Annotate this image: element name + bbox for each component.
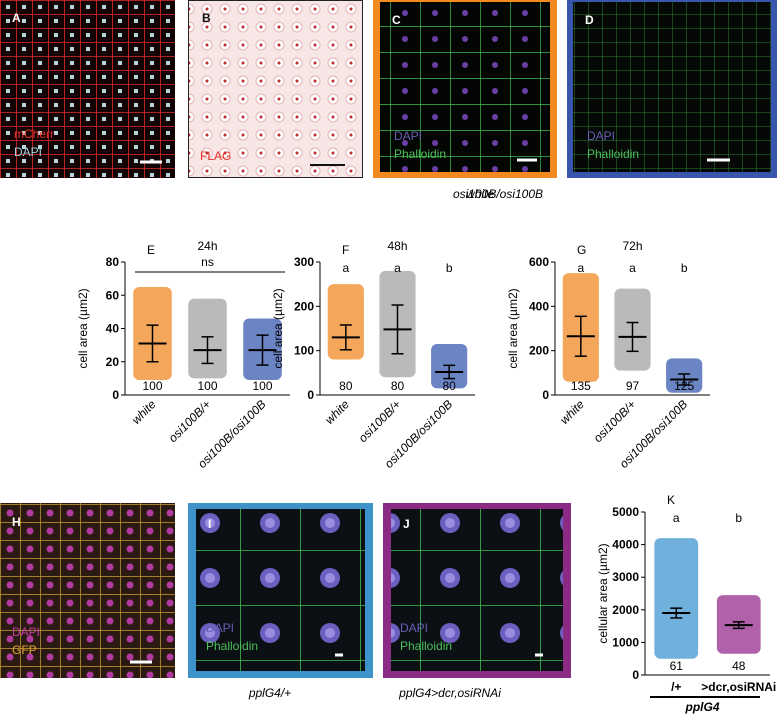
y-tick-label: 20 — [106, 355, 120, 369]
n-label: 125 — [674, 379, 694, 393]
chart-title: 24h — [197, 239, 217, 253]
group-letter: a — [629, 261, 636, 275]
n-label: 48 — [732, 659, 746, 673]
y-tick-label: 5000 — [612, 505, 639, 519]
x-axis-label: pplG4 — [684, 700, 719, 714]
y-tick-label: 200 — [294, 299, 314, 313]
chart-title: 48h — [387, 239, 407, 253]
x-tick-label: white — [322, 397, 352, 427]
n-label: 80 — [442, 379, 456, 393]
panel-letter: G — [577, 243, 586, 257]
panel-caption: white — [466, 187, 494, 201]
channel-label: DAPI — [206, 621, 234, 635]
y-tick-label: 0 — [542, 388, 549, 402]
n-label: 80 — [391, 379, 405, 393]
channel-label: FLAG — [200, 149, 231, 163]
y-tick-label: 400 — [529, 299, 549, 313]
panel-caption: osi100B/osi100B — [453, 187, 543, 201]
x-tick-label: white — [557, 397, 587, 427]
panel-caption: pplG4>dcr,osiRNAi — [398, 686, 501, 700]
panel-letter: D — [585, 13, 594, 27]
annotation: ns — [201, 255, 214, 269]
channel-label: Phalloidin — [394, 147, 446, 161]
channel-label: Phalloidin — [587, 147, 639, 161]
panel-caption: pplG4/+ — [248, 686, 291, 700]
y-tick-label: 200 — [529, 344, 549, 358]
group-letter: b — [681, 261, 688, 275]
panel-letter: K — [667, 493, 675, 507]
group-letter: a — [342, 261, 349, 275]
channel-label: DAPI — [400, 621, 428, 635]
group-letter: b — [446, 261, 453, 275]
panel-letter: E — [147, 243, 155, 257]
x-tick-label: osi100B/+ — [356, 397, 404, 445]
x-tick-label: osi100B/+ — [166, 397, 214, 445]
y-axis-label: cell area (µm2) — [506, 288, 520, 368]
y-tick-label: 0 — [307, 388, 314, 402]
y-tick-label: 3000 — [612, 570, 639, 584]
channel-label: DAPI — [14, 145, 42, 159]
group-letter: a — [394, 261, 401, 275]
n-label: 80 — [339, 379, 353, 393]
n-label: 100 — [252, 379, 272, 393]
chart-title: 72h — [622, 239, 642, 253]
group-letter: a — [673, 511, 680, 525]
panel-letter: H — [12, 515, 21, 529]
y-tick-label: 1000 — [612, 635, 639, 649]
dot-cloud — [654, 538, 699, 659]
y-axis-label: cell area (µm2) — [76, 288, 90, 368]
image-j — [391, 509, 563, 671]
n-label: 135 — [571, 379, 591, 393]
y-tick-label: 40 — [106, 322, 120, 336]
y-tick-label: 4000 — [612, 538, 639, 552]
y-tick-label: 600 — [529, 255, 549, 269]
panel-letter: J — [403, 517, 410, 531]
channel-label: Phalloidin — [400, 639, 452, 653]
channel-label: DAPI — [12, 625, 40, 639]
y-tick-label: 2000 — [612, 603, 639, 617]
panel-letter: I — [208, 517, 211, 531]
n-label: 100 — [142, 379, 162, 393]
channel-label: DAPI — [394, 129, 422, 143]
n-label: 97 — [626, 379, 640, 393]
image-a — [0, 0, 175, 178]
panel-letter: A — [12, 11, 21, 25]
image-h — [0, 503, 175, 678]
image-panels — [0, 0, 777, 678]
dot-cloud — [327, 284, 364, 360]
panel-letter: F — [342, 243, 349, 257]
y-tick-label: 100 — [294, 344, 314, 358]
image-c — [380, 2, 550, 172]
n-label: 61 — [670, 659, 684, 673]
y-tick-label: 80 — [106, 255, 120, 269]
y-tick-label: 0 — [632, 668, 639, 682]
channel-label: Phalloidin — [206, 639, 258, 653]
y-axis-label: cell area (µm2) — [271, 288, 285, 368]
x-tick-label: white — [129, 397, 159, 427]
image-b — [188, 0, 363, 178]
x-tick-label: osi100B/+ — [591, 397, 639, 445]
image-i — [196, 509, 365, 671]
y-tick-label: 60 — [106, 288, 120, 302]
channel-label: mCherr — [14, 127, 54, 141]
panel-letter: C — [392, 13, 401, 27]
panel-letter: B — [202, 11, 211, 25]
channel-label: GFP — [12, 643, 37, 657]
channel-label: DAPI — [587, 129, 615, 143]
group-letter: a — [577, 261, 584, 275]
y-axis-label: cellular area (µm2) — [596, 543, 610, 643]
y-tick-label: 0 — [112, 388, 119, 402]
n-label: 100 — [197, 379, 217, 393]
image-d — [573, 2, 771, 172]
x-tick-label: >dcr,osiRNAi — [701, 680, 776, 694]
x-tick-label: /+ — [671, 680, 681, 694]
y-tick-label: 300 — [294, 255, 314, 269]
group-letter: b — [735, 511, 742, 525]
